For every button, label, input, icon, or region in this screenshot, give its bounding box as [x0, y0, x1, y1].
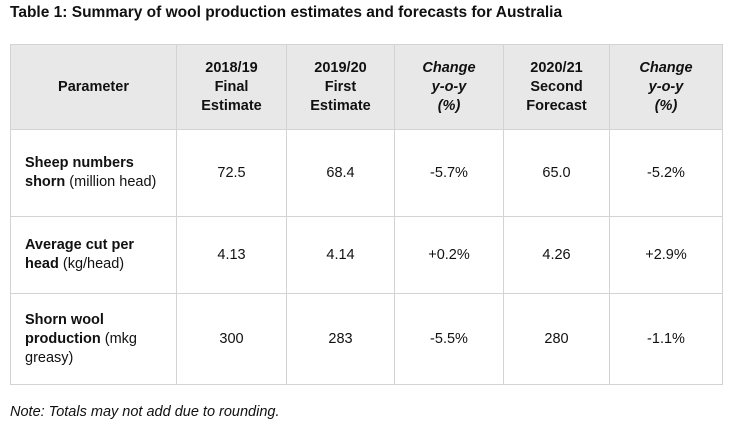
table-footnote: Note: Totals may not add due to rounding… — [10, 404, 280, 420]
row-parameter-name: Sheep numbers shorn — [25, 155, 134, 190]
cell-2018-19: 4.13 — [176, 216, 287, 294]
row-parameter-name: Average cut per head — [25, 237, 135, 272]
header-change-1-line2: y-o-y — [431, 78, 467, 95]
cell-change-2: -5.2% — [609, 129, 723, 217]
header-2020-21-line2: Second — [530, 78, 583, 95]
row-parameter-name: Shorn wool production — [25, 311, 104, 347]
table-header-row: Parameter 2018/19 Final Estimate 2019/20… — [10, 44, 723, 130]
header-change-2-line3: (%) — [654, 97, 678, 114]
row-parameter-unit: (mkg greasy) — [25, 330, 137, 366]
header-2019-20-line2: First — [324, 78, 357, 95]
cell-2019-20: 283 — [286, 293, 395, 385]
table-title: Table 1: Summary of wool production esti… — [10, 4, 563, 21]
header-2018-19: 2018/19 Final Estimate — [176, 44, 287, 130]
header-2019-20-line3: Estimate — [310, 97, 371, 114]
cell-2020-21: 280 — [503, 293, 610, 385]
cell-change-2: -1.1% — [609, 293, 723, 385]
table-row: Average cut per head (kg/head) 4.13 4.14… — [10, 216, 723, 294]
wool-production-table: Parameter 2018/19 Final Estimate 2019/20… — [10, 44, 723, 385]
cell-2018-19: 72.5 — [176, 129, 287, 217]
cell-change-2: +2.9% — [609, 216, 723, 294]
header-2018-19-line2: Final — [214, 78, 249, 95]
header-2020-21: 2020/21 Second Forecast — [503, 44, 610, 130]
header-2018-19-line1: 2018/19 — [205, 59, 258, 76]
cell-change-1: -5.7% — [394, 129, 504, 217]
header-2018-19-line3: Estimate — [201, 97, 262, 114]
header-change-1: Change y-o-y (%) — [394, 44, 504, 130]
row-parameter-unit: (kg/head) — [58, 256, 125, 272]
cell-change-1: -5.5% — [394, 293, 504, 385]
row-parameter: Sheep numbers shorn (million head) — [10, 129, 177, 217]
cell-2019-20: 4.14 — [286, 216, 395, 294]
cell-2020-21: 65.0 — [503, 129, 610, 217]
header-2019-20: 2019/20 First Estimate — [286, 44, 395, 130]
row-parameter: Shorn wool production (mkg greasy) — [10, 293, 177, 385]
cell-2020-21: 4.26 — [503, 216, 610, 294]
header-change-2: Change y-o-y (%) — [609, 44, 723, 130]
header-2019-20-line1: 2019/20 — [314, 59, 367, 76]
header-change-2-line1: Change — [639, 59, 693, 76]
header-change-1-line3: (%) — [437, 97, 461, 114]
header-2020-21-line3: Forecast — [526, 97, 587, 114]
header-2020-21-line1: 2020/21 — [530, 59, 583, 76]
header-parameter: Parameter — [10, 44, 177, 130]
table-row: Shorn wool production (mkg greasy) 300 2… — [10, 293, 723, 385]
header-change-2-line2: y-o-y — [648, 78, 684, 95]
row-parameter-unit: (million head) — [65, 174, 157, 190]
table-row: Sheep numbers shorn (million head) 72.5 … — [10, 129, 723, 217]
cell-change-1: +0.2% — [394, 216, 504, 294]
cell-2019-20: 68.4 — [286, 129, 395, 217]
header-change-1-line1: Change — [422, 59, 476, 76]
cell-2018-19: 300 — [176, 293, 287, 385]
row-parameter: Average cut per head (kg/head) — [10, 216, 177, 294]
